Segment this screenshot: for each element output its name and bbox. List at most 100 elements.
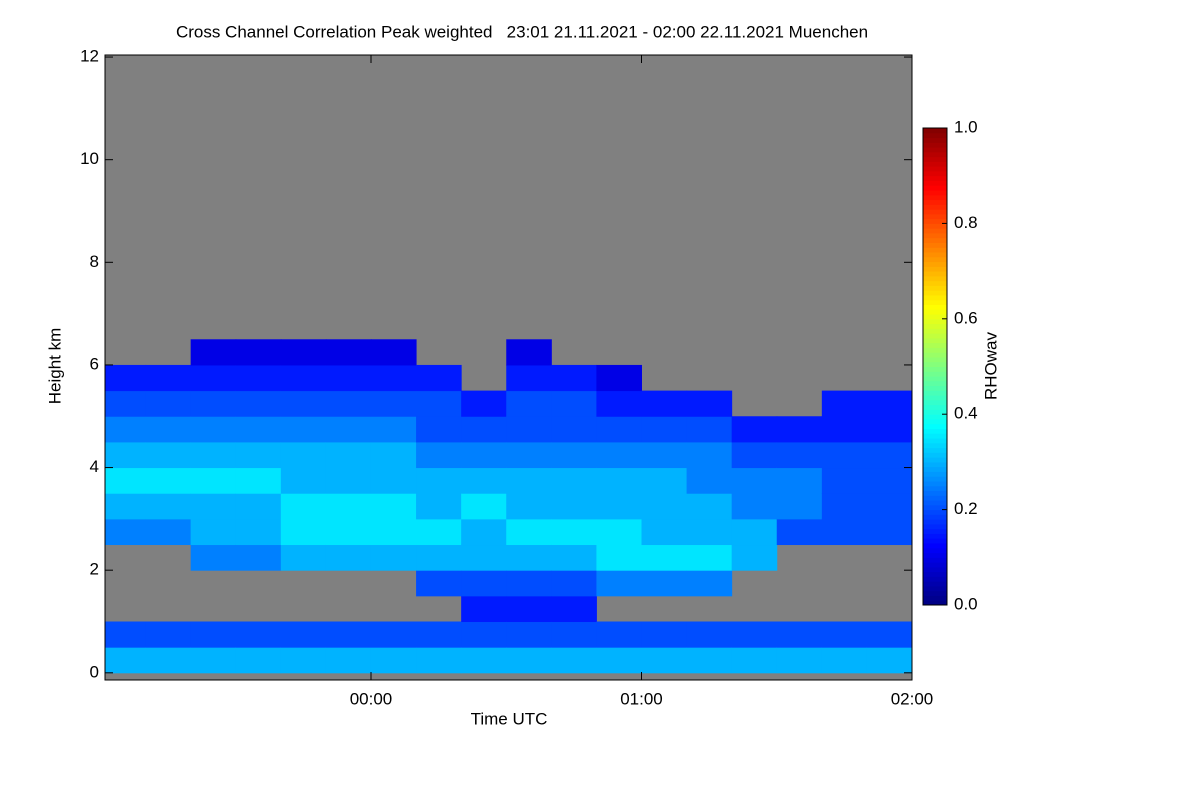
colorbar-segment [923,528,947,534]
heatmap-cell [821,493,868,520]
heatmap-cell [190,390,237,417]
colorbar-segment [923,232,947,239]
heatmap-cell [280,390,327,417]
heatmap-cell [821,467,868,494]
colorbar-segment [923,170,947,177]
heatmap-cell [461,493,507,520]
heatmap-cell [235,647,282,674]
x-axis-label: Time UTC [471,709,548,728]
heatmap-cell [776,621,823,648]
heatmap-cell [325,339,372,366]
heatmap-cell [821,390,868,417]
heatmap-cell [370,364,417,392]
colorbar-segment [923,409,947,415]
heatmap-cell [416,441,462,469]
heatmap-cell [145,621,192,648]
heatmap-cell [686,390,733,417]
heatmap-cell [461,441,507,469]
heatmap-cell [686,544,733,571]
heatmap-cell [105,390,147,417]
colorbar-segment [923,571,947,577]
heatmap-cell [190,339,237,366]
colorbar-segment [923,414,947,420]
heatmap-cell [105,441,147,469]
heatmap-cell [596,621,642,648]
heatmap-cell [280,416,327,443]
colorbar-segment [923,256,947,263]
colorbar-segment [923,247,947,253]
heatmap-cell [416,467,462,494]
colorbar-segment [923,385,947,391]
heatmap-cell [641,441,688,469]
heatmap-cell [596,493,642,520]
colorbar-segment [923,185,947,191]
colorbar-segment [923,156,947,162]
heatmap-cell [506,364,552,392]
heatmap-cell [776,518,823,546]
heatmap-cell [461,647,507,674]
colorbar-segment [923,194,947,201]
heatmap-cell [776,647,823,674]
heatmap-cell [596,544,642,571]
heatmap-cell [235,339,282,366]
colorbar-segment [923,423,947,430]
heatmap-cell [235,467,282,494]
colorbar-tick-label: 0.2 [954,499,978,518]
heatmap-cell [686,467,733,494]
colorbar-segment [923,371,947,377]
heatmap-cell [370,339,417,366]
colorbar-segment [923,438,947,444]
colorbar-segment [923,523,947,530]
colorbar-segment [923,333,947,339]
heatmap-cell [461,390,507,417]
heatmap-cell [551,493,597,520]
colorbar-segment [923,299,947,305]
colorbar-segment [923,347,947,353]
heatmap-cell [416,544,462,571]
colorbar-segment [923,266,947,272]
heatmap-cell [866,518,913,546]
heatmap-cell [686,416,733,443]
colorbar-segment [923,466,947,472]
heatmap-cell [731,416,778,443]
heatmap-cell [551,518,597,546]
heatmap-cell [776,441,823,469]
colorbar-segment [923,476,947,482]
heatmap-cell [866,416,913,443]
heatmap-cell [145,441,192,469]
colorbar-tick-label: 0.4 [954,404,978,423]
heatmap-cell [596,647,642,674]
y-tick-label: 10 [80,149,99,168]
heatmap-cell [461,416,507,443]
heatmap-cell [416,416,462,443]
heatmap-cell [325,416,372,443]
heatmap-cell [325,441,372,469]
heatmap-cell [235,544,282,571]
heatmap-cell [370,544,417,571]
heatmap-cell [461,467,507,494]
colorbar-segment [923,533,947,539]
colorbar-segment [923,285,947,291]
heatmap-cell [235,390,282,417]
heatmap-cell [370,441,417,469]
heatmap-cell [731,518,778,546]
colorbar-segment [923,376,947,382]
colorbar-segment [923,428,947,434]
colorbar-segment [923,399,947,406]
heatmap-cell [235,621,282,648]
heatmap-cell [641,390,688,417]
heatmap-cell [821,647,868,674]
colorbar-segment [923,433,947,439]
colorbar-segment [923,485,947,492]
y-tick-label: 4 [90,457,99,476]
heatmap-cell [686,647,733,674]
colorbar-segment [923,337,947,344]
heatmap-cell [416,570,462,597]
heatmap-cell [506,441,552,469]
heatmap-cell [190,621,237,648]
colorbar-segment [923,271,947,277]
heatmap-cell [461,544,507,571]
heatmap-cell [506,518,552,546]
heatmap-cell [686,441,733,469]
heatmap-cell [551,621,597,648]
